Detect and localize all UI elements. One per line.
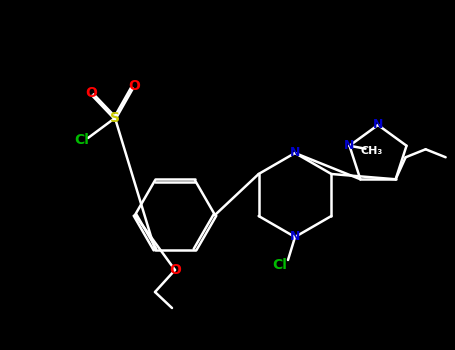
- Text: O: O: [128, 79, 140, 93]
- Text: N: N: [290, 231, 300, 244]
- Text: N: N: [344, 139, 354, 152]
- Text: S: S: [110, 111, 120, 125]
- Text: N: N: [290, 147, 300, 160]
- Text: O: O: [169, 263, 181, 277]
- Text: Cl: Cl: [75, 133, 90, 147]
- Text: CH₃: CH₃: [360, 146, 383, 156]
- Text: Cl: Cl: [273, 258, 288, 272]
- Text: N: N: [373, 119, 383, 132]
- Text: O: O: [85, 86, 97, 100]
